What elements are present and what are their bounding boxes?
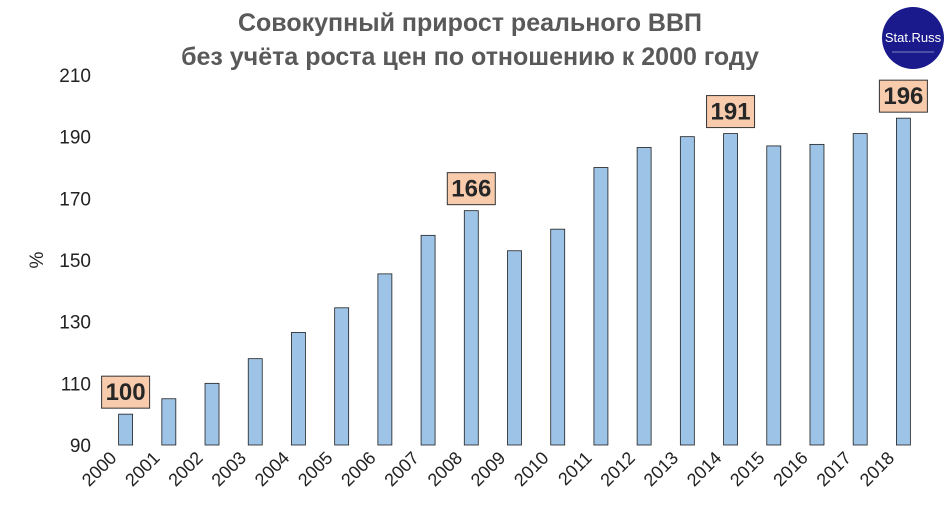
callout-box-2000 xyxy=(101,375,151,409)
y-tick-label: 170 xyxy=(59,189,91,210)
chart-title: Совокупный прирост реального ВВП xyxy=(238,9,702,37)
chart-subtitle: без учёта роста цен по отношению к 2000 … xyxy=(181,43,759,71)
x-tick-label: 2015 xyxy=(726,448,768,490)
callouts: 100 166 191 196 xyxy=(101,79,928,409)
x-tick-label: 2001 xyxy=(121,448,163,490)
y-tick-label: 110 xyxy=(61,374,91,395)
x-tick-label: 2016 xyxy=(769,448,811,490)
y-tick-label: 130 xyxy=(59,313,91,334)
bar-2014 xyxy=(723,133,738,446)
bars xyxy=(118,117,911,446)
bar-2000 xyxy=(118,413,134,446)
bar-2016 xyxy=(809,143,825,446)
callout-box-2018 xyxy=(878,79,928,113)
x-tick-label: 2004 xyxy=(251,448,293,490)
x-tick-label: 2003 xyxy=(208,448,250,490)
x-tick-label: 2014 xyxy=(683,448,725,490)
callout-label-2018: 196 xyxy=(883,83,923,110)
bar-2008 xyxy=(463,210,479,446)
bar-2013 xyxy=(679,136,695,446)
x-tick-label: 2013 xyxy=(640,448,682,490)
logo: Stat.Russ xyxy=(882,7,944,69)
bar-2017 xyxy=(852,133,868,446)
y-tick-label: 210 xyxy=(59,66,91,87)
bar-2010 xyxy=(550,228,566,446)
bar-2018 xyxy=(895,117,911,446)
bar-2007 xyxy=(420,234,436,446)
x-tick-label: 2007 xyxy=(380,448,422,490)
y-tick-label: 90 xyxy=(70,436,91,457)
x-axis: 2000 2001 2002 2003 2004 2005 2006 2007 2008 2009… xyxy=(78,448,898,490)
x-tick-label: 2005 xyxy=(294,448,336,490)
bar-2006 xyxy=(377,273,393,446)
bar-2009 xyxy=(507,250,522,446)
bar-2015 xyxy=(766,145,782,446)
x-tick-label: 2010 xyxy=(510,448,552,490)
y-tick-label: 190 xyxy=(59,128,91,149)
bar-2012 xyxy=(636,147,652,446)
x-tick-label: 2006 xyxy=(337,448,379,490)
bar-2004 xyxy=(291,332,306,446)
bar-2002 xyxy=(204,382,220,446)
callout-box-2008 xyxy=(446,172,496,206)
x-tick-label: 2002 xyxy=(164,448,206,490)
x-tick-label: 2018 xyxy=(856,448,898,490)
logo-text: Stat.Russ xyxy=(885,30,942,45)
bar-2003 xyxy=(247,358,263,446)
callout-label-2000: 100 xyxy=(106,379,146,406)
bar-2011 xyxy=(593,167,609,446)
callout-label-2008: 166 xyxy=(451,176,491,203)
y-axis-label: % xyxy=(27,251,48,268)
x-tick-label: 2009 xyxy=(467,448,509,490)
stat-russ-logo-icon xyxy=(882,7,944,69)
y-axis: 90 110 130 150 170 190 210 xyxy=(59,66,91,457)
callout-box-2014 xyxy=(706,95,756,129)
y-tick-label: 150 xyxy=(59,251,91,272)
x-tick-label: 2012 xyxy=(597,448,639,490)
bar-2001 xyxy=(161,398,177,446)
x-tick-label: 2008 xyxy=(424,448,466,490)
x-tick-label: 2017 xyxy=(813,448,855,490)
callout-label-2014: 191 xyxy=(711,99,751,126)
bar-2005 xyxy=(334,307,350,446)
x-tick-label: 2011 xyxy=(554,448,596,490)
